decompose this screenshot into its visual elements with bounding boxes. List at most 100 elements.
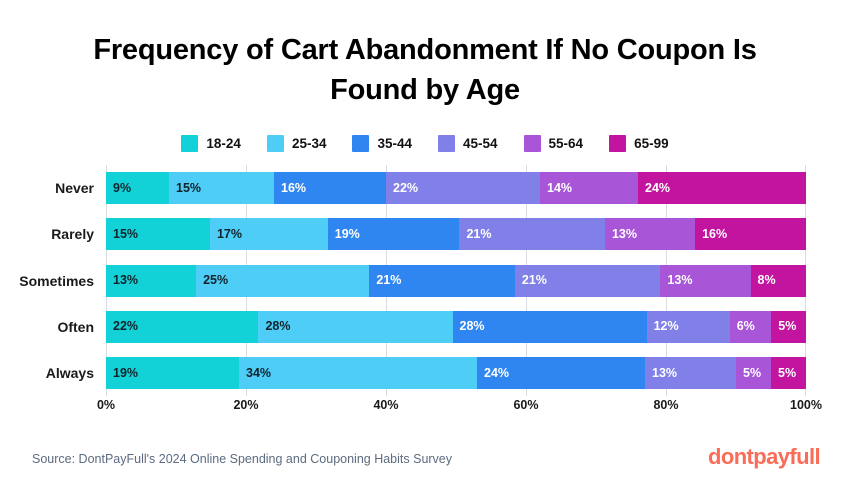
bar-row: Sometimes 13% 25% 21% 21% 13% 8% <box>19 257 806 303</box>
bar-segment[interactable]: 34% <box>239 356 477 389</box>
legend-item-45-54[interactable]: 45-54 <box>438 135 498 152</box>
legend-label: 55-64 <box>548 136 584 151</box>
bar-segment[interactable]: 13% <box>604 218 696 251</box>
legend-item-65-99[interactable]: 65-99 <box>609 135 669 152</box>
bar-segment-label: 13% <box>667 273 693 288</box>
bar-segment[interactable]: 21% <box>369 264 515 297</box>
plot-area: Never 9% 15% 16% 22% 14% 24% Rarely 15% 17% 19% 21%… <box>19 165 806 396</box>
category-label-always: Always <box>45 364 94 381</box>
bar-segment-label: 13% <box>611 227 637 242</box>
bar-segment-label: 8% <box>757 273 776 288</box>
stacked-bar: 15% 17% 19% 21% 13% 16% <box>106 218 806 251</box>
bar-segment[interactable]: 25% <box>196 264 370 297</box>
legend-item-55-64[interactable]: 55-64 <box>523 135 584 152</box>
category-label-rarely: Rarely <box>51 226 94 243</box>
bar-segment-label: 6% <box>736 319 755 334</box>
bar-segment-label: 16% <box>281 180 307 195</box>
bar-segment[interactable]: 24% <box>477 356 645 389</box>
bar-segment[interactable]: 21% <box>514 264 661 297</box>
bar-segment[interactable]: 5% <box>771 356 806 389</box>
dontpayfull-logo: dontpayfull <box>708 444 821 469</box>
bar-segment[interactable]: 16% <box>274 172 386 205</box>
bar-segment[interactable]: 9% <box>106 172 169 205</box>
legend-swatch-icon <box>523 135 541 152</box>
legend-swatch-icon <box>352 135 370 152</box>
bar-segment[interactable]: 28% <box>452 310 647 343</box>
bar-segment[interactable]: 21% <box>459 218 605 251</box>
bar-segment-label: 24% <box>645 180 671 195</box>
bar-segment[interactable]: 13% <box>106 264 197 297</box>
bar-segment[interactable]: 12% <box>646 310 730 343</box>
stacked-bar: 22% 28% 28% 12% 6% 5% <box>106 310 806 343</box>
legend-label: 25-34 <box>291 136 327 151</box>
bar-segment[interactable]: 22% <box>106 310 259 343</box>
x-axis-tick: 20% <box>233 398 259 412</box>
bar-segment-label: 19% <box>334 227 360 242</box>
bar-rows: Never 9% 15% 16% 22% 14% 24% Rarely 15% 17% 19% 21%… <box>19 165 806 396</box>
bar-segment[interactable]: 19% <box>327 218 460 251</box>
bar-segment[interactable]: 22% <box>386 172 540 205</box>
bar-segment-label: 25% <box>203 273 229 288</box>
bar-segment[interactable]: 15% <box>169 172 274 205</box>
category-label-sometimes: Sometimes <box>19 272 94 289</box>
x-axis-tick: 40% <box>373 398 399 412</box>
bar-segment[interactable]: 19% <box>106 356 239 389</box>
bar-segment[interactable]: 13% <box>645 356 736 389</box>
legend-item-18-24[interactable]: 18-24 <box>181 135 241 152</box>
legend-label: 65-99 <box>634 136 669 151</box>
bar-segment-label: 15% <box>176 180 202 195</box>
legend-swatch-icon <box>438 135 455 152</box>
bar-segment[interactable]: 8% <box>750 264 806 297</box>
bar-segment-label: 21% <box>521 273 547 288</box>
bar-segment-label: 5% <box>778 319 797 334</box>
stacked-bar: 13% 25% 21% 21% 13% 8% <box>106 264 806 297</box>
bar-row: Rarely 15% 17% 19% 21% 13% 16% <box>51 211 806 257</box>
bar-segment-label: 19% <box>113 365 139 380</box>
legend-label: 18-24 <box>206 136 241 151</box>
legend-item-25-34[interactable]: 25-34 <box>266 135 327 152</box>
x-axis: 0% 20% 40% 60% 80% 100% <box>97 398 822 420</box>
stacked-bar: 19% 34% 24% 13% 5% 5% <box>106 356 806 389</box>
bar-segment-label: 22% <box>393 180 419 195</box>
x-axis-tick: 80% <box>653 398 679 412</box>
bar-segment[interactable]: 28% <box>258 310 453 343</box>
bar-segment-label: 5% <box>743 365 762 380</box>
bar-row: Always 19% 34% 24% 13% 5% 5% <box>46 350 806 396</box>
bar-segment[interactable]: 6% <box>729 310 772 343</box>
bar-segment-label: 34% <box>246 365 272 380</box>
bar-segment[interactable]: 24% <box>638 172 806 205</box>
category-label-never: Never <box>55 180 94 197</box>
bar-segment[interactable]: 16% <box>695 218 806 251</box>
bar-segment-label: 15% <box>113 227 139 242</box>
legend-label: 45-54 <box>463 136 498 151</box>
bar-segment-label: 22% <box>113 319 139 334</box>
legend-item-35-44[interactable]: 35-44 <box>352 135 412 152</box>
stacked-bar: 9% 15% 16% 22% 14% 24% <box>106 172 806 205</box>
bar-segment[interactable]: 17% <box>209 218 328 251</box>
chart-legend: 18-24 25-34 35-44 45-54 55-64 65-99 <box>0 135 850 152</box>
bar-segment[interactable]: 13% <box>660 264 751 297</box>
legend-swatch-icon <box>609 135 627 152</box>
bar-segment[interactable]: 5% <box>736 356 771 389</box>
x-axis-tick: 100% <box>790 398 822 412</box>
legend-swatch-icon <box>266 135 284 152</box>
bar-segment[interactable]: 15% <box>106 218 210 251</box>
source-note: Source: DontPayFull's 2024 Online Spendi… <box>32 452 453 466</box>
bar-segment-label: 9% <box>113 180 132 195</box>
bar-row: Never 9% 15% 16% 22% 14% 24% <box>55 165 806 211</box>
x-axis-tick: 0% <box>96 398 116 412</box>
bar-segment-label: 17% <box>216 227 242 242</box>
bar-segment-label: 21% <box>376 273 402 288</box>
bar-segment-label: 24% <box>484 365 510 380</box>
x-axis-tick: 60% <box>513 398 539 412</box>
bar-segment-label: 28% <box>265 319 291 334</box>
legend-label: 35-44 <box>377 136 412 151</box>
bar-segment-label: 12% <box>653 319 679 334</box>
bar-row: Often 22% 28% 28% 12% 6% 5% <box>57 304 806 350</box>
bar-segment-label: 16% <box>702 227 728 242</box>
bar-segment[interactable]: 5% <box>771 310 806 343</box>
bar-segment-label: 5% <box>778 365 797 380</box>
bar-segment[interactable]: 14% <box>540 172 638 205</box>
bar-segment-label: 13% <box>652 365 678 380</box>
